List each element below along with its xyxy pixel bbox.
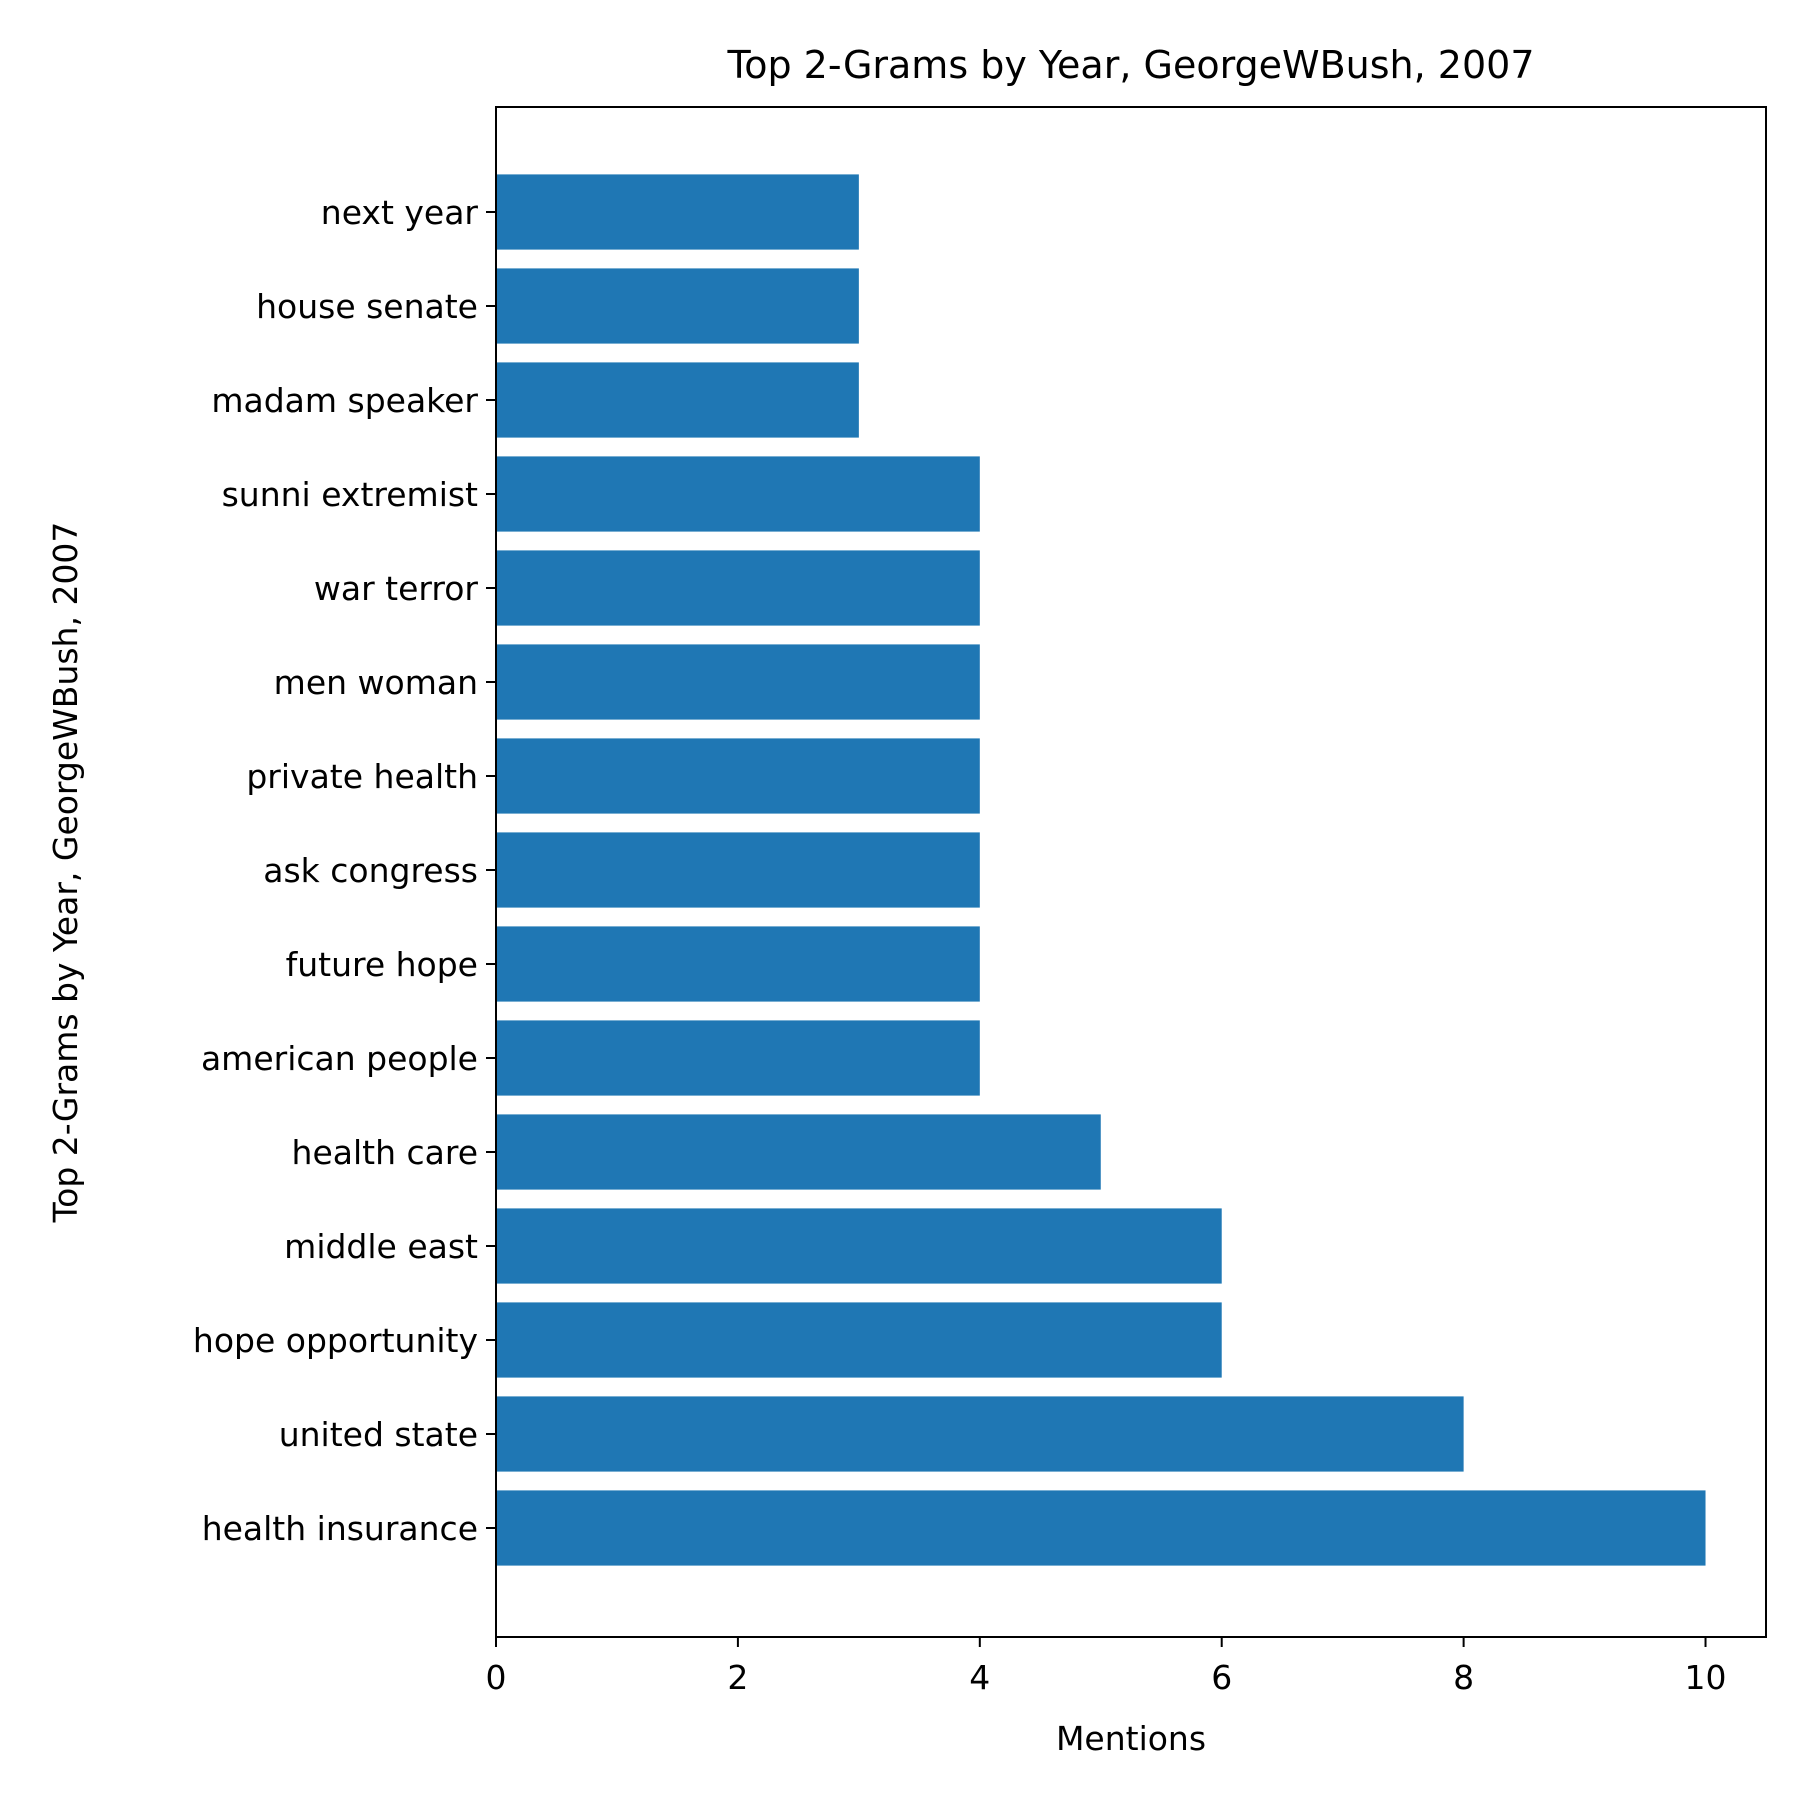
y-tick-label: health insurance — [202, 1509, 478, 1548]
y-tick-label: war terror — [314, 569, 479, 608]
x-tick-label: 2 — [727, 1658, 748, 1697]
x-tick-label: 10 — [1685, 1658, 1727, 1697]
y-tick-label: sunni extremist — [222, 475, 478, 514]
bar-madam-speaker — [496, 362, 859, 438]
x-tick-label: 0 — [486, 1658, 507, 1697]
y-tick-label: madam speaker — [211, 381, 478, 420]
plot-frame — [495, 106, 1767, 1638]
y-tick-label: men woman — [274, 663, 478, 702]
y-tick-label: hope opportunity — [193, 1321, 478, 1360]
bar-future-hope — [496, 926, 980, 1002]
chart-title: Top 2-Grams by Year, GeorgeWBush, 2007 — [726, 43, 1534, 87]
x-tick-label: 6 — [1211, 1658, 1232, 1697]
bar-american-people — [496, 1020, 980, 1096]
bar-house-senate — [496, 268, 859, 344]
bar-health-care — [496, 1114, 1101, 1190]
y-tick-label: next year — [321, 193, 479, 232]
x-axis-label: Mentions — [1056, 1719, 1206, 1758]
y-tick-label: american people — [201, 1039, 478, 1078]
y-tick-label: house senate — [256, 287, 478, 326]
y-axis-label: Top 2-Grams by Year, GeorgeWBush, 2007 — [46, 522, 85, 1224]
bar-war-terror — [496, 550, 980, 626]
y-tick-label: private health — [246, 757, 478, 796]
x-tick-label: 8 — [1453, 1658, 1474, 1697]
bar-men-woman — [496, 644, 980, 720]
bar-middle-east — [496, 1208, 1222, 1284]
bar-hope-opportunity — [496, 1302, 1222, 1378]
y-tick-label: middle east — [284, 1227, 478, 1266]
bars-group — [496, 174, 1706, 1566]
bar-united-state — [496, 1396, 1464, 1472]
bar-sunni-extremist — [496, 456, 980, 532]
bar-next-year — [496, 174, 859, 250]
bar-private-health — [496, 738, 980, 814]
bar-health-insurance — [496, 1490, 1706, 1566]
y-tick-label: ask congress — [263, 851, 478, 890]
x-tick-label: 4 — [969, 1658, 990, 1697]
y-tick-group: health insurance united state hope opportu… — [193, 193, 496, 1548]
bar-ask-congress — [496, 832, 980, 908]
y-tick-label: united state — [279, 1415, 478, 1454]
y-tick-label: future hope — [286, 945, 478, 984]
y-tick-label: health care — [292, 1133, 478, 1172]
x-tick-group: 0 2 4 6 8 10 — [486, 1637, 1727, 1697]
